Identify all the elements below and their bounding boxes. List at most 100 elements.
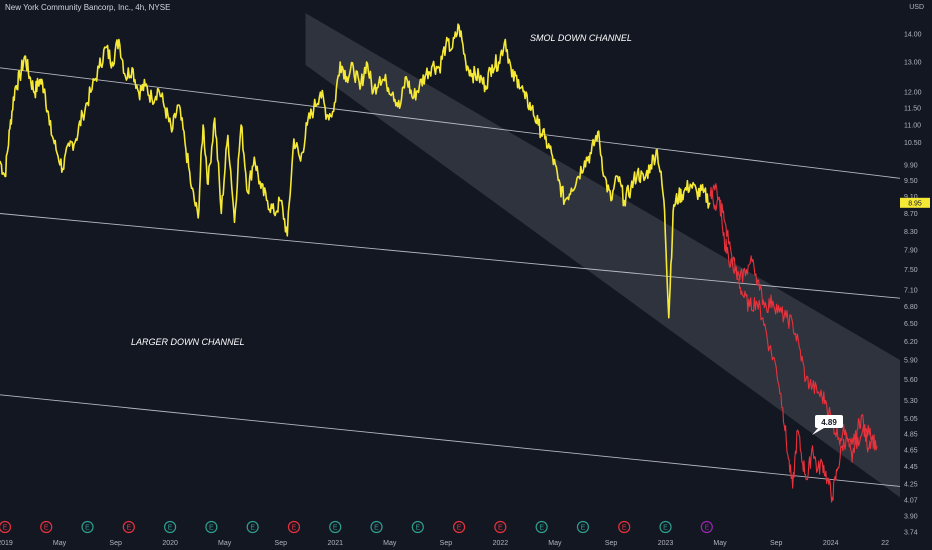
value-callout-text: 4.89 bbox=[821, 418, 837, 427]
earnings-marker[interactable]: E bbox=[81, 520, 94, 534]
earnings-marker[interactable]: E bbox=[618, 520, 631, 534]
earnings-marker-label: E bbox=[498, 525, 503, 532]
earnings-marker[interactable]: E bbox=[576, 520, 590, 534]
earnings-marker[interactable]: E bbox=[0, 520, 12, 534]
y-tick-label: 5.90 bbox=[904, 358, 918, 365]
y-tick-label: 4.07 bbox=[904, 498, 918, 505]
earnings-marker-label: E bbox=[374, 525, 379, 532]
earnings-marker[interactable]: E bbox=[122, 520, 135, 534]
x-tick-label: 2022 bbox=[493, 540, 509, 547]
earnings-marker-ring bbox=[122, 520, 135, 534]
y-tick-label: 8.30 bbox=[904, 229, 918, 236]
earnings-marker[interactable]: E bbox=[329, 520, 342, 534]
earnings-marker-ring bbox=[287, 520, 301, 534]
earnings-marker[interactable]: E bbox=[205, 520, 218, 534]
projection-series-line bbox=[709, 183, 873, 450]
x-tick-label: May bbox=[548, 540, 562, 547]
earnings-marker-label: E bbox=[581, 525, 586, 532]
earnings-marker[interactable]: E bbox=[659, 520, 672, 534]
earnings-marker-label: E bbox=[250, 525, 255, 532]
channel-line-lower bbox=[0, 213, 901, 299]
y-tick-label: 9.90 bbox=[904, 162, 918, 169]
earnings-marker-ring bbox=[81, 520, 94, 534]
earnings-marker[interactable]: E bbox=[370, 520, 383, 534]
earnings-marker[interactable]: E bbox=[535, 520, 548, 534]
y-tick-label: 11.00 bbox=[904, 123, 921, 130]
earnings-marker-label: E bbox=[126, 525, 131, 532]
channel-line-upper bbox=[0, 394, 901, 487]
earnings-marker-label: E bbox=[663, 525, 668, 532]
x-tick-label: May bbox=[383, 540, 397, 547]
price-series-line bbox=[0, 23, 711, 319]
y-tick-label: 10.50 bbox=[904, 140, 922, 147]
y-tick-label: 5.05 bbox=[904, 416, 918, 423]
y-axis: 14.00 13.00 12.00 11.50 11.00 10.50 9.90 9.50 9.… bbox=[904, 32, 922, 537]
earnings-marker-ring bbox=[452, 520, 466, 534]
earnings-marker[interactable]: E bbox=[411, 520, 424, 534]
earnings-marker[interactable]: E bbox=[40, 520, 53, 534]
y-tick-label: 3.90 bbox=[904, 514, 918, 521]
y-tick-label: 14.00 bbox=[904, 32, 922, 39]
earnings-marker-ring bbox=[205, 520, 218, 534]
y-tick-label: 6.80 bbox=[904, 304, 918, 311]
x-tick-label: May bbox=[218, 540, 232, 547]
earnings-marker-label: E bbox=[292, 525, 297, 532]
x-axis: 2019 May Sep 2020 May Sep 2021 May Sep 2022 May Sep… bbox=[0, 540, 889, 547]
y-tick-label: 9.10 bbox=[904, 194, 918, 201]
x-tick-label: May bbox=[53, 540, 67, 547]
currency-label: USD bbox=[909, 4, 924, 11]
x-tick-label: May bbox=[713, 540, 727, 547]
earnings-marker-ring bbox=[659, 520, 672, 534]
x-tick-label: 2019 bbox=[0, 540, 13, 547]
earnings-marker-ring bbox=[246, 520, 259, 534]
earnings-marker-ring bbox=[535, 520, 548, 534]
y-tick-label: 5.30 bbox=[904, 398, 918, 405]
earnings-marker-label: E bbox=[333, 525, 338, 532]
y-tick-label: 4.65 bbox=[904, 447, 918, 454]
last-price-label: 8.95 bbox=[900, 197, 930, 208]
channel-fill bbox=[305, 13, 900, 498]
y-tick-label: 5.60 bbox=[904, 377, 918, 384]
earnings-marker-ring bbox=[329, 520, 342, 534]
earnings-marker-ring bbox=[0, 520, 12, 534]
channels-layer bbox=[0, 13, 901, 498]
y-tick-label: 4.45 bbox=[904, 464, 918, 471]
earnings-marker[interactable]: E bbox=[287, 520, 301, 534]
earnings-marker[interactable]: E bbox=[700, 520, 713, 534]
earnings-marker-label: E bbox=[3, 525, 8, 532]
series-layer bbox=[0, 23, 878, 503]
x-tick-label: 2021 bbox=[327, 540, 343, 547]
x-tick-label: 2020 bbox=[162, 540, 178, 547]
earnings-marker[interactable]: E bbox=[494, 520, 507, 534]
earnings-marker-ring bbox=[411, 520, 424, 534]
y-tick-label: 4.25 bbox=[904, 481, 918, 488]
earnings-marker-label: E bbox=[44, 525, 49, 532]
x-tick-label: Sep bbox=[275, 540, 288, 547]
earnings-marker-label: E bbox=[704, 525, 709, 532]
earnings-marker-label: E bbox=[85, 525, 90, 532]
earnings-marker-label: E bbox=[209, 525, 214, 532]
earnings-marker-label: E bbox=[457, 525, 462, 532]
y-tick-label: 12.00 bbox=[904, 90, 922, 97]
y-tick-label: 6.50 bbox=[904, 321, 918, 328]
earnings-marker-label: E bbox=[168, 525, 173, 532]
earnings-marker-label: E bbox=[539, 525, 544, 532]
earnings-marker-ring bbox=[370, 520, 383, 534]
earnings-marker-ring bbox=[576, 520, 590, 534]
y-tick-label: 7.50 bbox=[904, 267, 918, 274]
x-tick-label: 2024 bbox=[823, 540, 839, 547]
y-tick-label: 4.85 bbox=[904, 431, 918, 438]
earnings-marker[interactable]: E bbox=[163, 520, 177, 534]
earnings-marker[interactable]: E bbox=[246, 520, 259, 534]
x-tick-label: Sep bbox=[109, 540, 122, 547]
chart-title: New York Community Bancorp, Inc., 4h, NY… bbox=[5, 3, 171, 12]
channel-line-upper bbox=[0, 67, 901, 179]
projection-series-line bbox=[709, 191, 878, 503]
x-tick-label: 2023 bbox=[658, 540, 674, 547]
x-tick-label: 22 bbox=[881, 540, 889, 547]
earnings-marker[interactable]: E bbox=[452, 520, 466, 534]
earnings-marker-ring bbox=[618, 520, 631, 534]
y-tick-label: 7.10 bbox=[904, 288, 918, 295]
y-tick-label: 8.70 bbox=[904, 211, 918, 218]
